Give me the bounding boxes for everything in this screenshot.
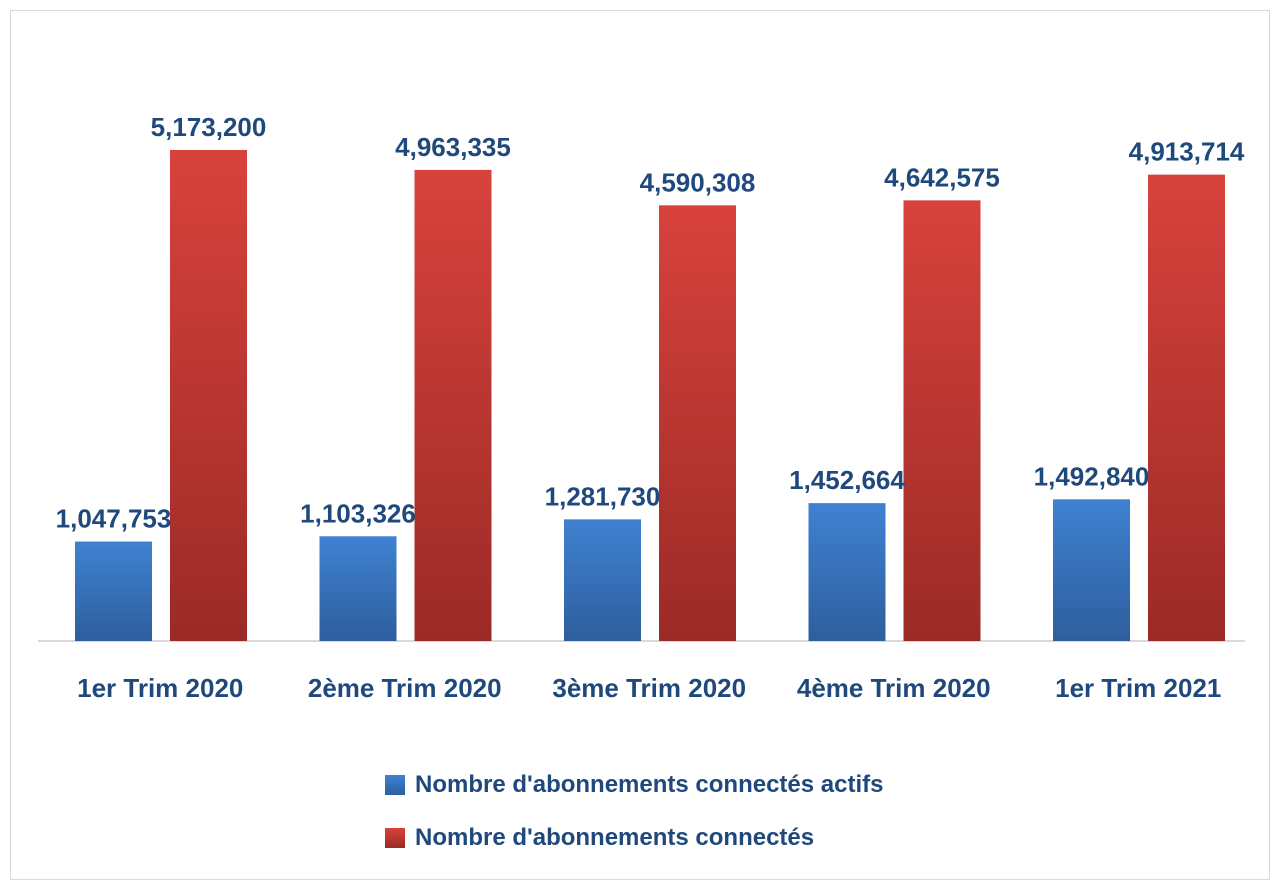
bar-connectes-5 [1148,174,1225,641]
bar-connectes-3 [659,205,736,641]
bar-connectes-1 [170,149,247,641]
x-tick-labels-group: 1er Trim 2020 2ème Trim 2020 3ème Trim 202… [77,673,1221,703]
x-tick-label-2: 2ème Trim 2020 [308,673,502,703]
data-labels-group: 1,047,753 5,173,200 1,103,326 4,963,335 1,28… [56,112,1245,534]
x-tick-label-1: 1er Trim 2020 [77,673,243,703]
data-label-connectes-3: 4,590,308 [640,167,756,197]
bar-actifs-5 [1053,499,1130,641]
bar-actifs-3 [564,519,641,641]
legend-item-connectes: Nombre d'abonnements connectés [385,818,883,858]
legend-label-connectes: Nombre d'abonnements connectés [415,824,815,851]
data-label-connectes-1: 5,173,200 [151,112,267,142]
bar-actifs-1 [75,541,152,641]
bar-actifs-2 [319,536,397,641]
legend-item-actifs: Nombre d'abonnements connectés actifs [385,765,883,805]
x-tick-label-3: 3ème Trim 2020 [552,673,746,703]
x-tick-label-5: 1er Trim 2021 [1055,673,1221,703]
legend-swatch-red [385,828,405,848]
bar-actifs-4 [808,503,886,641]
bar-connectes-2 [414,169,492,641]
data-label-actifs-1: 1,047,753 [56,504,172,534]
legend: Nombre d'abonnements connectés actifs No… [385,765,883,871]
bars-group [75,149,1225,642]
data-label-actifs-5: 1,492,840 [1034,461,1150,491]
x-tick-label-4: 4ème Trim 2020 [797,673,991,703]
legend-label-actifs: Nombre d'abonnements connectés actifs [415,771,884,798]
data-label-connectes-5: 4,913,714 [1129,137,1245,167]
data-label-actifs-4: 1,452,664 [789,465,905,495]
bar-connectes-4 [903,200,981,642]
legend-swatch-blue [385,775,405,795]
data-label-connectes-2: 4,963,335 [395,132,511,162]
data-label-actifs-2: 1,103,326 [300,498,416,528]
data-label-actifs-3: 1,281,730 [545,481,661,511]
data-label-connectes-4: 4,642,575 [884,162,1000,192]
